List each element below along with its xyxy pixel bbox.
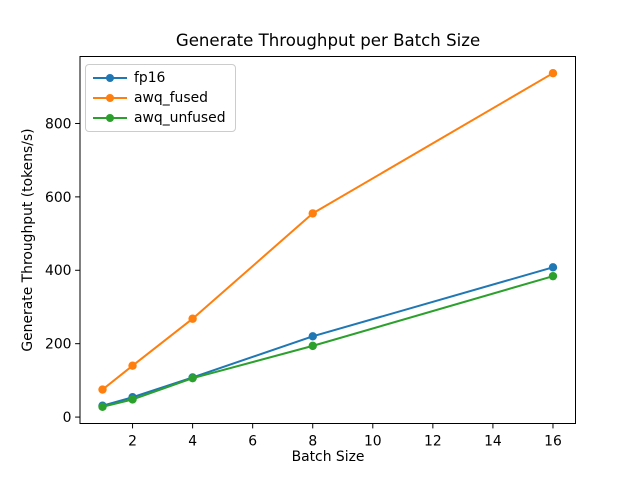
x-tick-label: 16 [544, 434, 562, 450]
legend-item: awq_fused [93, 88, 226, 108]
y-tick-label: 0 [63, 410, 72, 426]
x-tick-label: 14 [484, 434, 502, 450]
series-awq_unfused [98, 271, 558, 412]
data-point-marker [308, 332, 317, 341]
y-axis-label: Generate Throughput (tokens/s) [20, 128, 36, 352]
data-point-marker [548, 271, 558, 281]
data-point-marker [548, 68, 558, 78]
data-point-marker [188, 373, 197, 383]
legend-label: awq_unfused [134, 110, 226, 126]
legend: fp16 awq_fused awq_unfused [85, 64, 236, 132]
series-line [102, 275, 554, 408]
y-axis-ticks: 0 200 400 600 800 [45, 116, 80, 426]
line-marker-icon [93, 108, 127, 128]
data-point-marker [128, 395, 137, 404]
x-tick-label: 2 [128, 434, 137, 450]
axes-spines [79, 56, 576, 424]
data-point-marker [188, 314, 197, 323]
x-axis-ticks: 2 4 6 8 10 12 14 16 [128, 423, 562, 450]
legend-label: awq_fused [134, 90, 208, 106]
data-point-marker [98, 402, 107, 412]
chart-title: Generate Throughput per Batch Size [175, 31, 481, 50]
series-awq_fused [98, 68, 558, 394]
x-tick-label: 6 [248, 434, 257, 450]
legend-item: fp16 [93, 68, 226, 88]
y-tick-label: 800 [45, 116, 72, 132]
y-tick-label: 400 [45, 263, 72, 279]
x-tick-label: 10 [364, 434, 382, 450]
data-point-marker [548, 263, 558, 272]
line-marker-icon [93, 88, 127, 108]
data-point-marker [308, 341, 317, 351]
legend-label: fp16 [134, 70, 166, 86]
y-tick-label: 200 [45, 337, 72, 353]
x-axis-label: Batch Size [291, 449, 365, 465]
data-point-marker [98, 385, 107, 394]
legend-item: awq_unfused [93, 108, 226, 128]
line-marker-icon [93, 68, 127, 88]
x-tick-label: 4 [188, 434, 197, 450]
data-point-marker [308, 209, 317, 218]
x-tick-label: 8 [308, 434, 317, 450]
data-point-marker [128, 361, 137, 370]
x-tick-label: 12 [424, 434, 442, 450]
y-tick-label: 600 [45, 190, 72, 206]
